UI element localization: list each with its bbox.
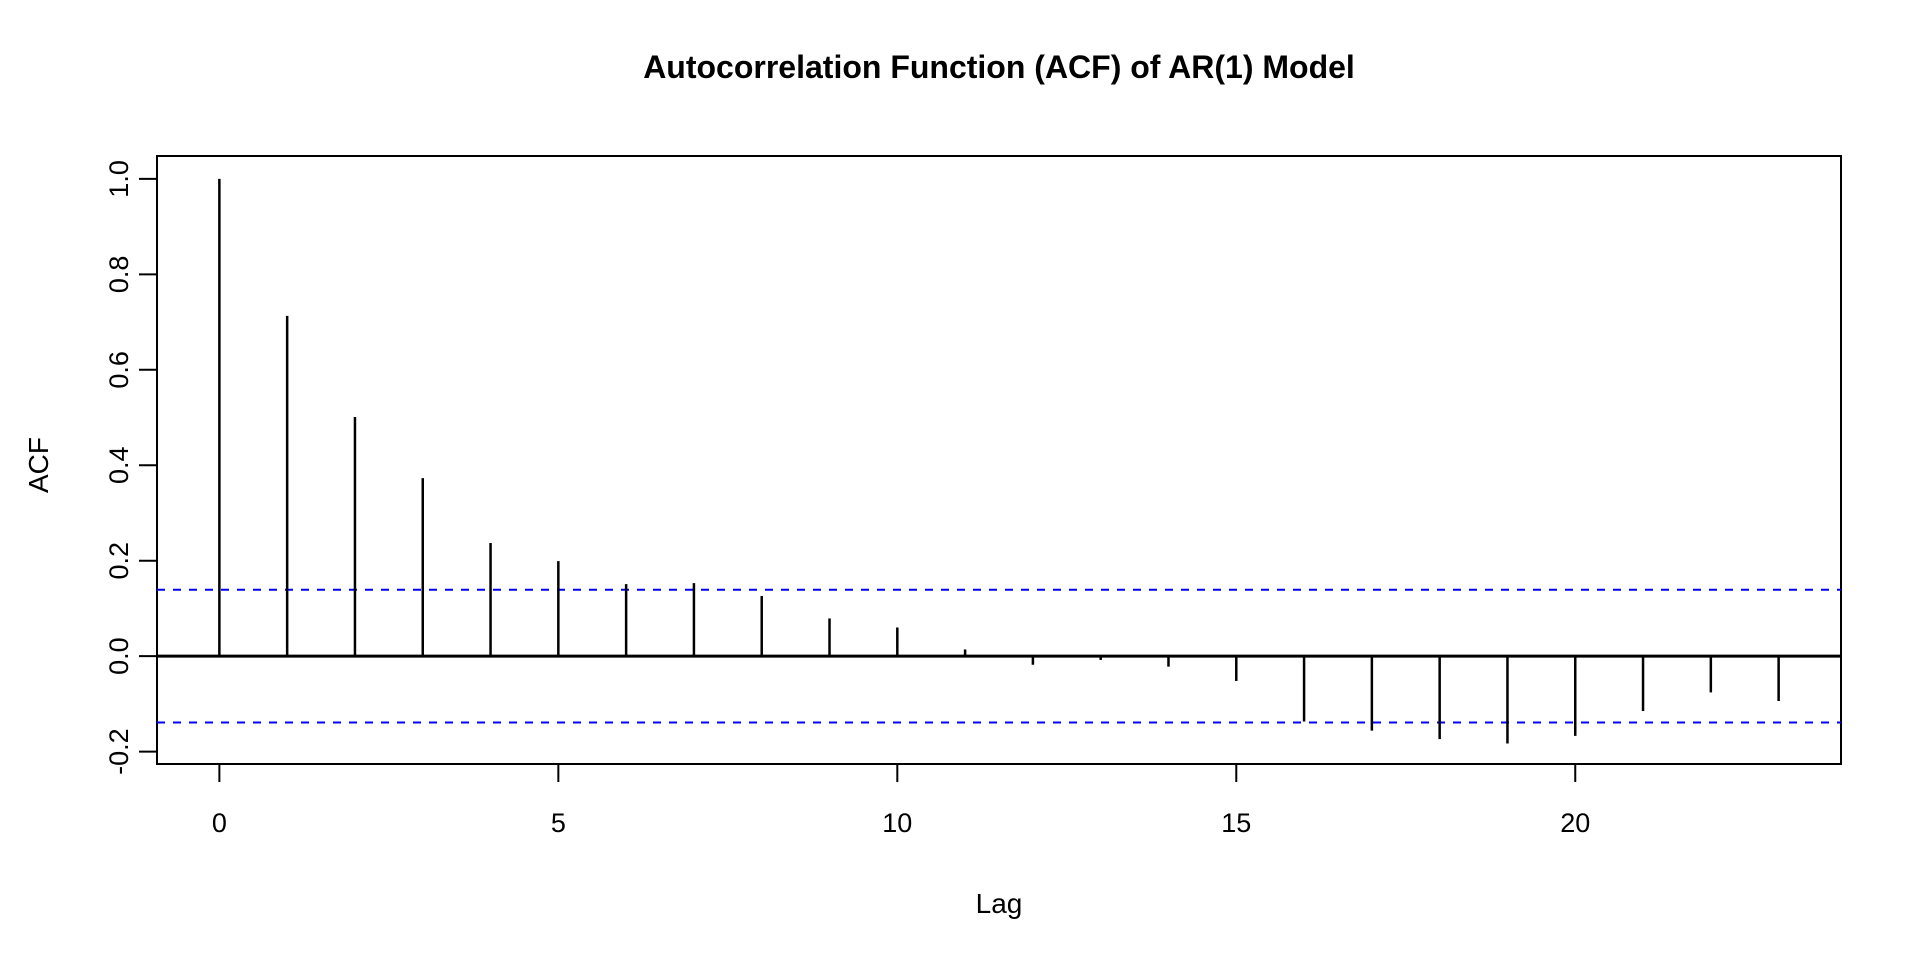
x-tick-label-10: 10: [882, 808, 912, 838]
y-tick-label-1.0: 1.0: [104, 160, 134, 198]
x-tick-label-5: 5: [551, 808, 566, 838]
plot-box-border: [156, 155, 1842, 765]
y-axis-label: ACF: [23, 437, 54, 493]
y-tick-label-0.6: 0.6: [104, 351, 134, 389]
y-tick-label-0.4: 0.4: [104, 446, 134, 484]
y-tick-label-0.8: 0.8: [104, 256, 134, 294]
y-axis-ticks: 1.0 0.8 0.6 0.4 0.2 0.0 -0.2: [104, 160, 157, 775]
x-tick-label-15: 15: [1221, 808, 1251, 838]
acf-spikes: [218, 178, 1780, 744]
x-axis-ticks: 0 5 10 15 20: [212, 764, 1590, 838]
x-tick-label-20: 20: [1560, 808, 1590, 838]
y-tick-label-0.0: 0.0: [104, 637, 134, 675]
x-axis-label: Lag: [976, 888, 1023, 919]
chart-title: Autocorrelation Function (ACF) of AR(1) …: [643, 49, 1355, 85]
x-tick-label-0: 0: [212, 808, 227, 838]
y-tick-label--0.2: -0.2: [104, 728, 134, 775]
y-tick-label-0.2: 0.2: [104, 542, 134, 580]
